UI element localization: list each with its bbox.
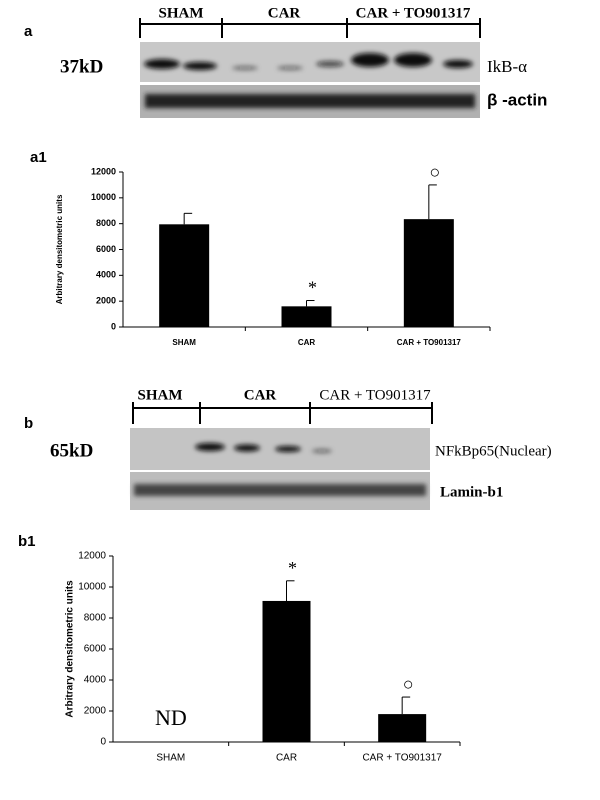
significance-marker: *	[308, 278, 317, 298]
x-tick-label: CAR + TO901317	[362, 753, 442, 764]
y-tick-label: 0	[100, 737, 106, 748]
significance-marker: *	[288, 558, 297, 578]
y-axis-label: Arbitrary densitometric units	[55, 194, 64, 304]
error-bar	[306, 300, 315, 307]
bands	[134, 484, 426, 496]
error-bar	[401, 696, 411, 715]
error-bar	[286, 580, 295, 601]
significance-marker: ○	[403, 674, 414, 694]
y-tick-label: 2000	[84, 706, 107, 717]
group-label: CAR + TO901317	[319, 387, 431, 403]
group-label: CAR	[244, 387, 277, 403]
bar	[403, 219, 454, 327]
x-tick-label: CAR + TO901317	[397, 338, 462, 347]
y-tick-label: 12000	[78, 551, 106, 562]
y-tick-label: 6000	[84, 644, 107, 655]
x-tick-label: CAR	[276, 753, 297, 764]
y-tick-label: 2000	[96, 296, 116, 306]
bands	[145, 94, 475, 108]
bracket	[132, 402, 433, 424]
bar	[262, 600, 311, 742]
error-bar	[183, 212, 193, 225]
y-tick-label: 0	[111, 321, 116, 331]
target-label: IkB-α	[487, 57, 527, 76]
control-label: β -actin	[487, 90, 547, 109]
x-tick-label: SHAM	[156, 753, 185, 764]
y-axis-label: Arbitrary densitometric units	[65, 580, 76, 718]
control-label: Lamin-b1	[440, 484, 503, 500]
bar	[159, 224, 210, 327]
value-label: ND	[155, 705, 187, 730]
bracket	[139, 18, 481, 38]
group-label: CAR	[268, 5, 301, 21]
y-tick-label: 10000	[91, 192, 116, 202]
y-tick-label: 8000	[84, 613, 107, 624]
panel-label: b	[24, 415, 33, 432]
y-tick-label: 4000	[84, 675, 107, 686]
size-label: 37kD	[60, 56, 103, 77]
size-label: 65kD	[50, 440, 93, 461]
group-label: SHAM	[159, 5, 204, 21]
y-tick-label: 8000	[96, 218, 116, 228]
y-tick-label: 6000	[96, 244, 116, 254]
y-tick-label: 10000	[78, 582, 106, 593]
panel-label: b1	[18, 533, 36, 550]
group-label: SHAM	[138, 387, 183, 403]
bar	[281, 306, 332, 327]
error-bar	[428, 184, 437, 220]
group-label: CAR + TO901317	[356, 5, 471, 21]
panel-label: a1	[30, 149, 47, 166]
significance-marker: ○	[429, 162, 440, 182]
x-tick-label: SHAM	[172, 338, 196, 347]
panel-label: a	[24, 23, 33, 40]
bands	[195, 443, 332, 453]
y-tick-label: 12000	[91, 166, 116, 176]
bands	[144, 53, 473, 70]
target-label: NFkBp65(Nuclear)	[435, 443, 552, 459]
y-tick-label: 4000	[96, 270, 116, 280]
x-tick-label: CAR	[298, 338, 316, 347]
bar	[378, 714, 427, 742]
